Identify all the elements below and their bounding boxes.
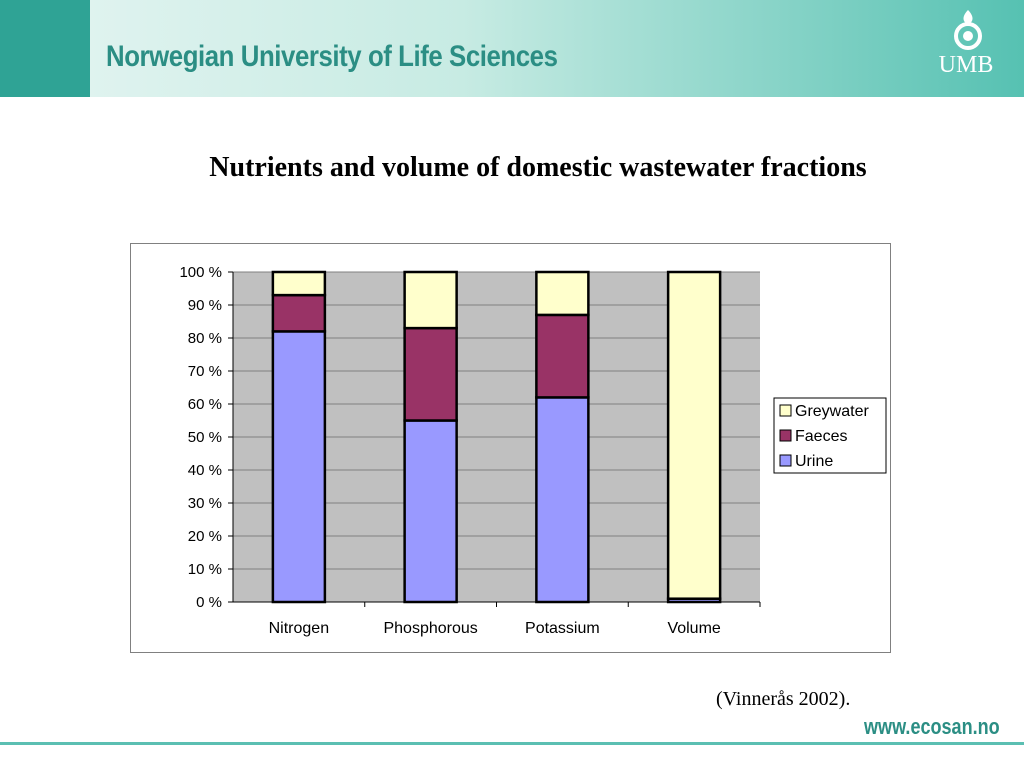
university-name: Norwegian University of Life Sciences <box>106 40 558 73</box>
y-tick-label: 10 % <box>188 561 222 578</box>
bar-segment-urine-nitrogen <box>271 330 327 604</box>
umb-logo-text: UMB <box>938 52 994 78</box>
bar-segment-faeces-nitrogen <box>271 293 327 333</box>
y-tick-label: 30 % <box>188 495 222 512</box>
legend-label-greywater: Greywater <box>795 403 869 420</box>
bar-segment-faeces-phosphorous <box>403 326 458 422</box>
y-tick-label: 70 % <box>188 363 222 380</box>
y-tick-label: 90 % <box>188 297 222 314</box>
bar-segment-urine-potassium <box>535 396 590 604</box>
bar-segment-greywater-phosphorous <box>403 270 458 330</box>
y-tick-label: 100 % <box>179 264 222 281</box>
bar-segment-greywater-nitrogen <box>271 270 327 297</box>
bar-segment-greywater-volume <box>666 270 722 600</box>
bar-segment-greywater-potassium <box>535 270 590 317</box>
header-left-block <box>0 0 90 97</box>
y-tick-label: 0 % <box>196 594 222 611</box>
umb-logo-icon <box>954 10 982 50</box>
legend-swatch-urine <box>779 454 792 467</box>
footer-divider <box>0 742 1024 745</box>
x-tick-label: Phosphorous <box>383 620 477 637</box>
x-tick-label: Potassium <box>525 620 600 637</box>
legend: Greywater Faeces Urine <box>773 397 887 474</box>
y-tick-label: 50 % <box>188 429 222 446</box>
axes <box>228 271 761 607</box>
x-axis-ticks: Nitrogen Phosphorous Potassium Volume <box>269 620 721 637</box>
legend-label-urine: Urine <box>795 453 833 470</box>
bar-segment-faeces-potassium <box>535 313 590 399</box>
legend-box <box>773 397 887 474</box>
bar-segment-urine-phosphorous <box>403 419 458 604</box>
header-banner: Norwegian University of Life Sciences UM… <box>0 0 1024 97</box>
bars <box>271 270 722 604</box>
y-axis-ticks: 0 % 10 % 20 % 30 % 40 % 50 % 60 % 70 % 80 % 90 % 1… <box>179 264 222 611</box>
legend-label-faeces: Faeces <box>795 428 847 445</box>
legend-swatch-greywater <box>779 404 792 417</box>
y-tick-label: 40 % <box>188 462 222 479</box>
x-tick-label: Nitrogen <box>269 620 329 637</box>
y-tick-label: 80 % <box>188 330 222 347</box>
header-strip <box>90 0 1024 97</box>
citation: (Vinnerås 2002). <box>716 688 851 710</box>
slide-title: Nutrients and volume of domestic wastewa… <box>209 152 867 183</box>
y-tick-label: 20 % <box>188 528 222 545</box>
legend-swatch-faeces <box>779 429 792 442</box>
stacked-bar-chart: 0 % 10 % 20 % 30 % 40 % 50 % 60 % 70 % 80 % 90 % 1… <box>130 243 891 653</box>
y-tick-label: 60 % <box>188 396 222 413</box>
footer-url: www.ecosan.no <box>864 714 1000 739</box>
x-tick-label: Volume <box>667 620 720 637</box>
